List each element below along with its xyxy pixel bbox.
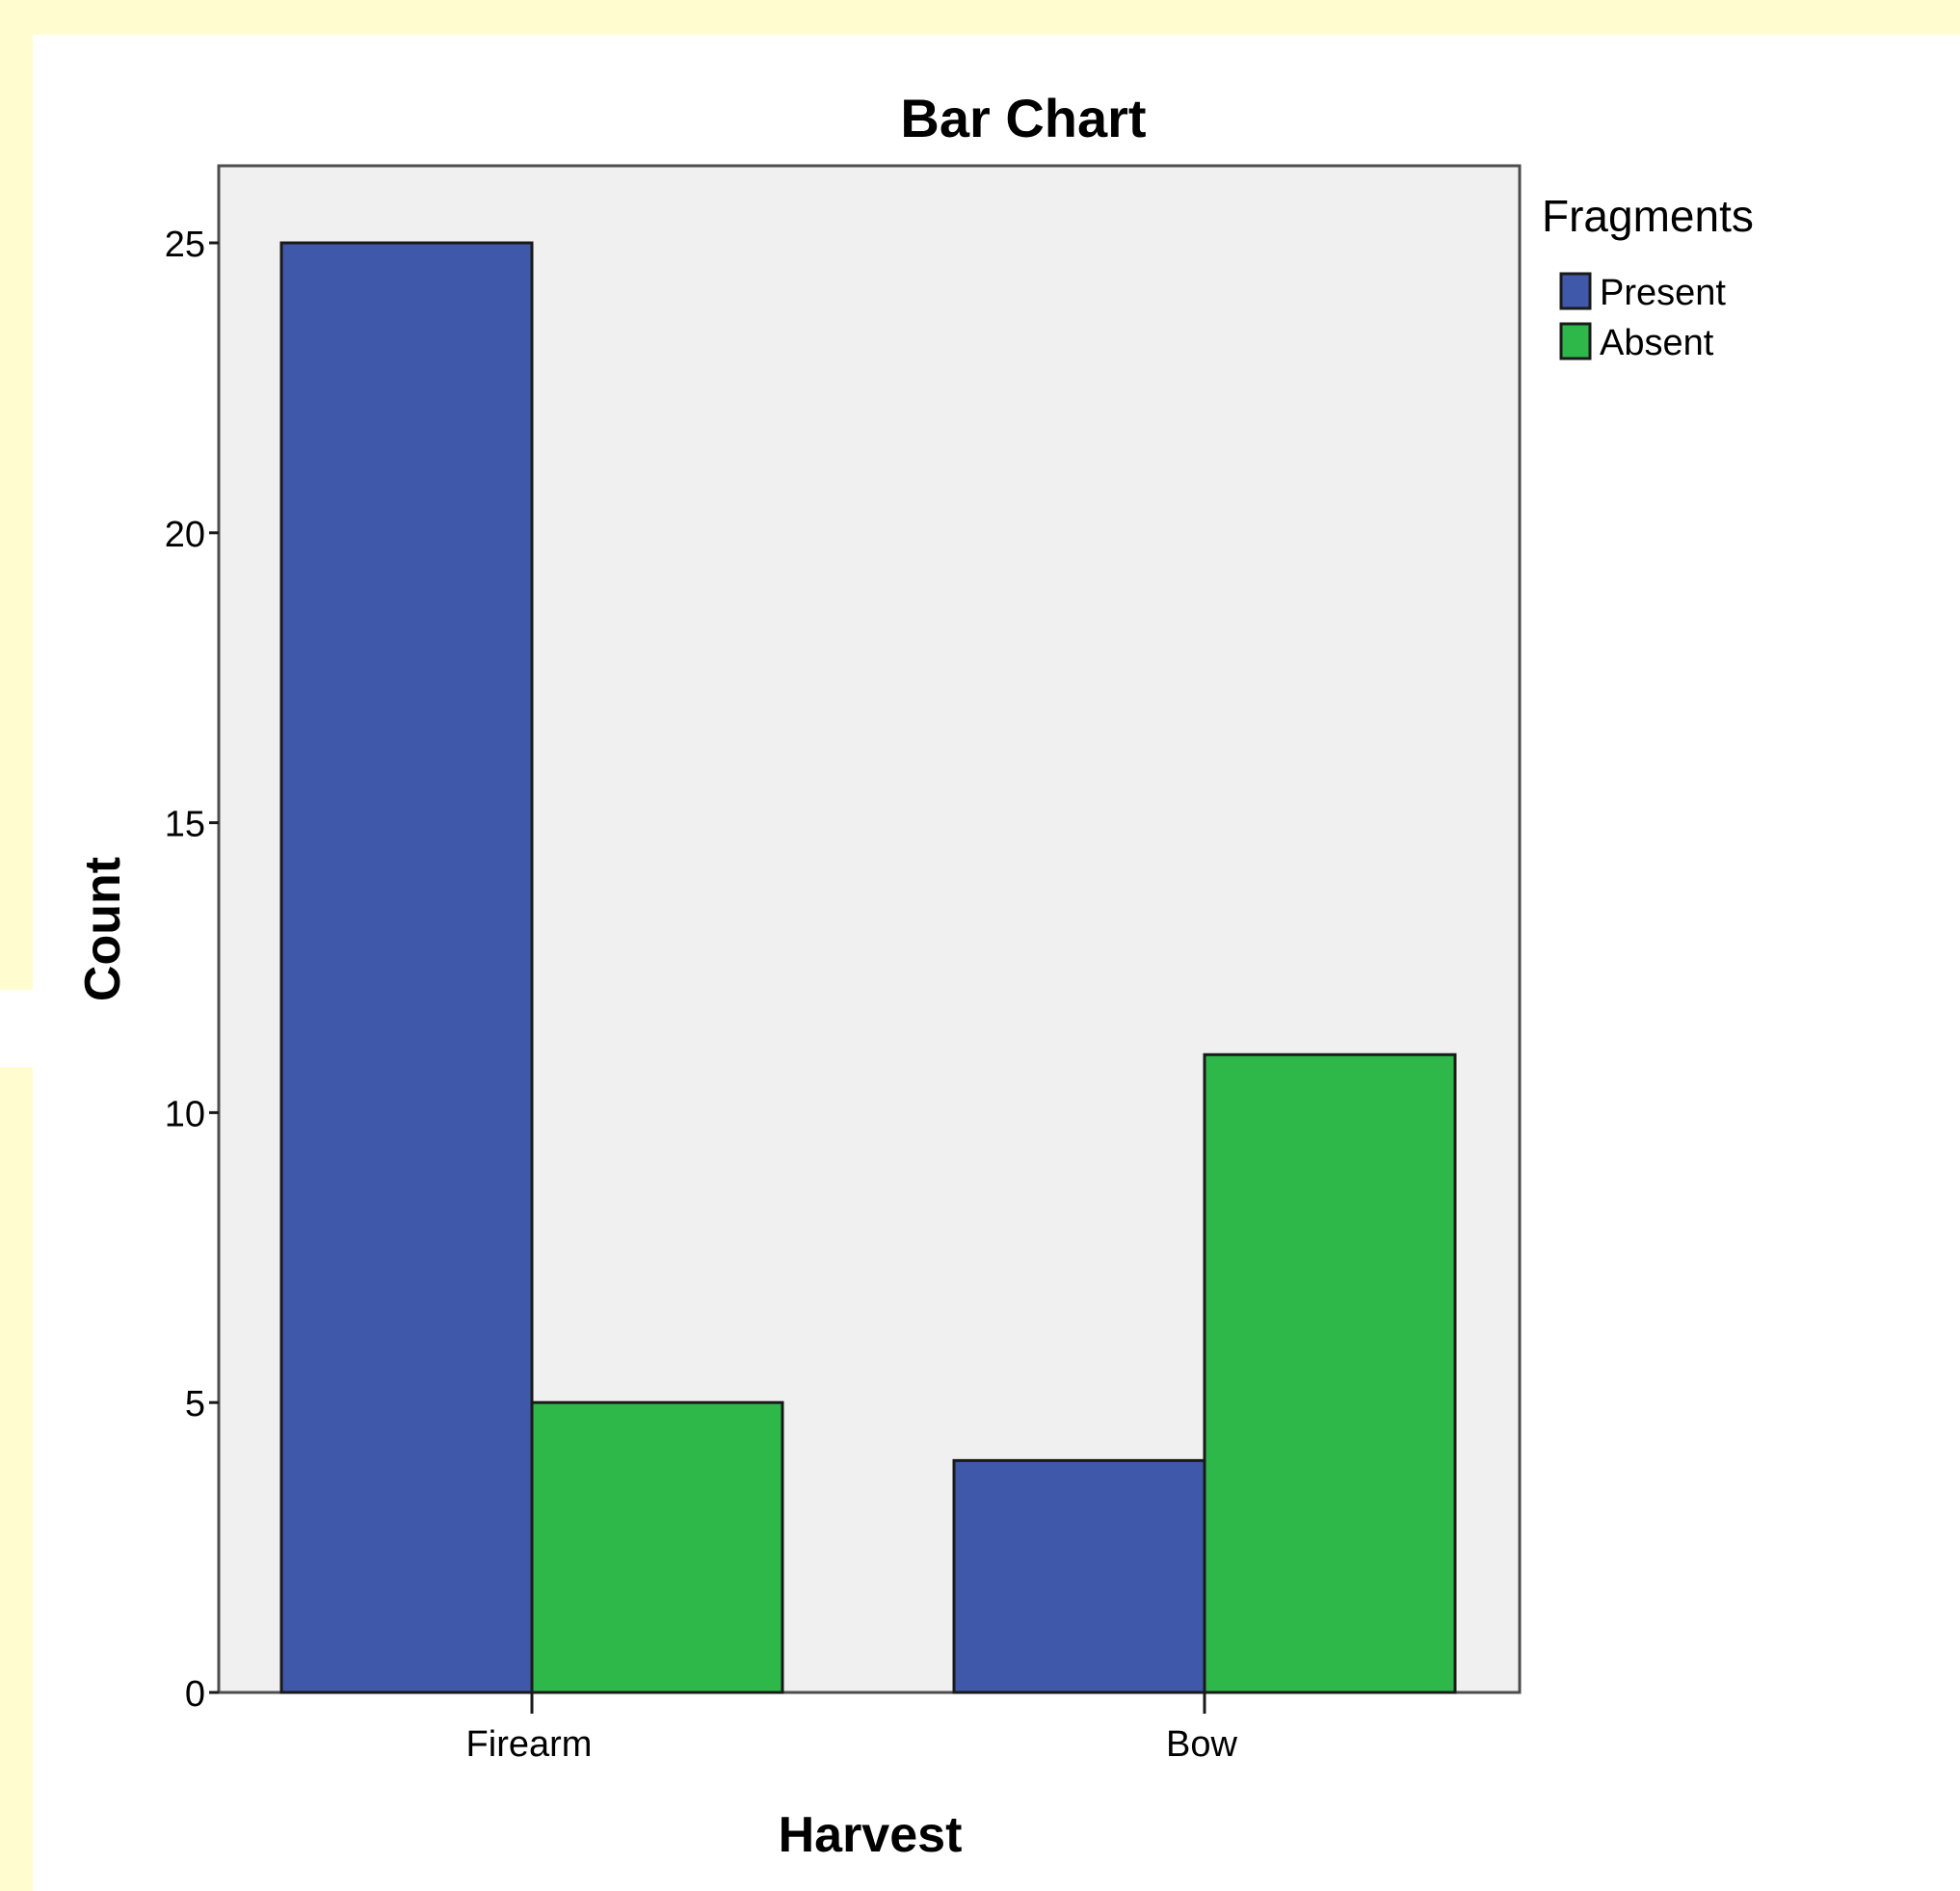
y-axis: 0 5 10 15 20 25 — [165, 225, 219, 1715]
bar-absent-bow — [1203, 1052, 1457, 1694]
y-tick-label: 10 — [165, 1094, 205, 1134]
y-tick-label: 5 — [185, 1384, 205, 1425]
bar-present-bow — [952, 1458, 1206, 1694]
legend-label-present: Present — [1600, 273, 1726, 313]
chart-title: Bar Chart — [900, 88, 1146, 148]
y-tick-label: 25 — [165, 225, 205, 265]
legend-title: Fragments — [1542, 191, 1754, 241]
y-tick-label: 20 — [165, 515, 205, 555]
y-axis-title: Count — [75, 857, 131, 1001]
bar-present-firearm — [279, 241, 534, 1694]
x-axis: Firearm Bow — [466, 1692, 1238, 1765]
bar-absent-firearm — [530, 1400, 784, 1694]
y-tick-label: 0 — [185, 1674, 205, 1715]
bars-group — [279, 241, 1457, 1694]
legend: Fragments Present Absent — [1542, 191, 1754, 363]
legend-label-absent: Absent — [1600, 323, 1714, 363]
panel-edge-notch — [0, 990, 33, 1067]
y-tick-label: 15 — [165, 805, 205, 845]
x-tick-label: Firearm — [466, 1724, 593, 1765]
legend-swatch-present — [1559, 272, 1592, 310]
legend-swatch-absent — [1559, 322, 1592, 360]
x-tick-label: Bow — [1166, 1724, 1237, 1765]
x-axis-title: Harvest — [779, 1807, 963, 1863]
